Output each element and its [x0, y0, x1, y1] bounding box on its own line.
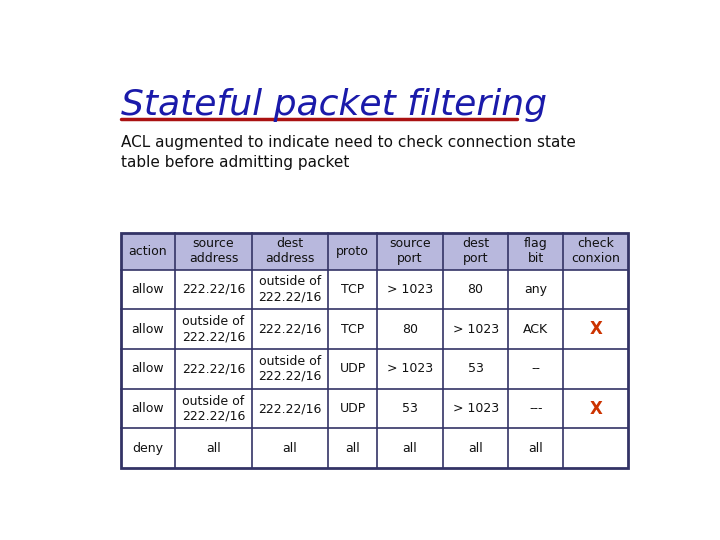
Text: all: all: [528, 442, 543, 455]
Text: allow: allow: [132, 402, 164, 415]
Text: 80: 80: [402, 323, 418, 336]
Text: all: all: [402, 442, 418, 455]
Text: > 1023: > 1023: [387, 362, 433, 375]
Text: flag
bit: flag bit: [523, 238, 547, 265]
Bar: [121, 389, 629, 428]
Text: TCP: TCP: [341, 283, 364, 296]
Text: 53: 53: [402, 402, 418, 415]
Text: source
port: source port: [390, 238, 431, 265]
Bar: [121, 269, 629, 309]
Text: all: all: [206, 442, 221, 455]
Text: TCP: TCP: [341, 323, 364, 336]
Text: > 1023: > 1023: [453, 402, 499, 415]
Text: 222.22/16: 222.22/16: [258, 402, 322, 415]
Text: ACL augmented to indicate need to check connection state
table before admitting : ACL augmented to indicate need to check …: [121, 136, 575, 170]
Text: outside of
222.22/16: outside of 222.22/16: [182, 395, 246, 423]
Text: dest
port: dest port: [462, 238, 489, 265]
Text: allow: allow: [132, 283, 164, 296]
Text: ACK: ACK: [523, 323, 548, 336]
Text: dest
address: dest address: [265, 238, 315, 265]
Text: deny: deny: [132, 442, 163, 455]
Text: allow: allow: [132, 362, 164, 375]
Text: Stateful packet filtering: Stateful packet filtering: [121, 87, 546, 122]
Text: > 1023: > 1023: [387, 283, 433, 296]
Text: check
conxion: check conxion: [571, 238, 620, 265]
Bar: [121, 349, 629, 389]
Text: 222.22/16: 222.22/16: [182, 283, 246, 296]
Bar: [121, 233, 629, 269]
Bar: [121, 233, 629, 468]
Text: 80: 80: [467, 283, 484, 296]
Text: all: all: [282, 442, 297, 455]
Text: allow: allow: [132, 323, 164, 336]
Text: > 1023: > 1023: [453, 323, 499, 336]
Text: outside of
222.22/16: outside of 222.22/16: [258, 355, 322, 383]
Text: X: X: [589, 320, 602, 338]
Text: ---: ---: [529, 402, 542, 415]
Text: UDP: UDP: [340, 362, 366, 375]
Bar: [121, 428, 629, 468]
Text: action: action: [129, 245, 167, 258]
Text: 222.22/16: 222.22/16: [258, 323, 322, 336]
Text: any: any: [524, 283, 547, 296]
Text: 222.22/16: 222.22/16: [182, 362, 246, 375]
Text: outside of
222.22/16: outside of 222.22/16: [258, 275, 322, 303]
Text: X: X: [589, 400, 602, 417]
Bar: [121, 309, 629, 349]
Text: outside of
222.22/16: outside of 222.22/16: [182, 315, 246, 343]
Text: source
address: source address: [189, 238, 238, 265]
Text: --: --: [531, 362, 540, 375]
Text: UDP: UDP: [340, 402, 366, 415]
Text: all: all: [468, 442, 483, 455]
Text: 53: 53: [468, 362, 484, 375]
Text: proto: proto: [336, 245, 369, 258]
Text: all: all: [346, 442, 360, 455]
